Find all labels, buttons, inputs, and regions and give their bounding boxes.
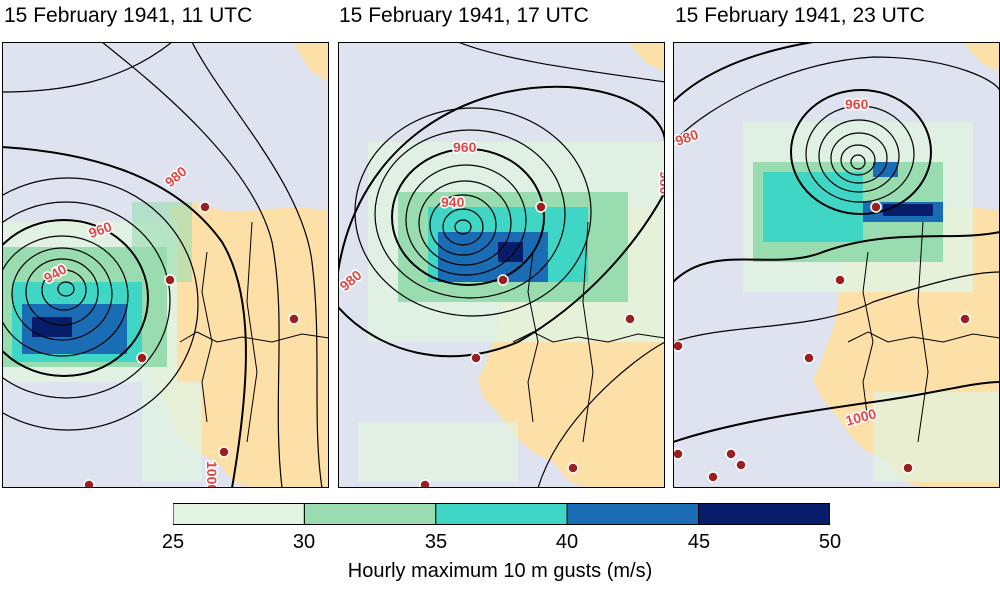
colorbar-tick: 25 xyxy=(161,531,185,553)
colorbar-segment xyxy=(566,503,700,525)
isobars xyxy=(338,42,665,488)
colorbar-tick: 40 xyxy=(555,531,579,553)
colorbar-tick: 50 xyxy=(818,531,842,553)
colorbar-tick: 35 xyxy=(424,531,448,553)
stations xyxy=(419,201,636,488)
borders xyxy=(847,221,1000,443)
map-panel-11utc: 980 960 940 1000 xyxy=(2,42,329,488)
colorbar-segment xyxy=(303,503,437,525)
isobar-label: 940 xyxy=(441,194,465,210)
stations xyxy=(673,201,971,483)
isobar-label: 960 xyxy=(453,139,477,155)
panel-title-11utc: 15 February 1941, 11 UTC xyxy=(4,4,253,27)
stations xyxy=(83,201,300,488)
isobar-label: 980 xyxy=(657,171,665,195)
borders xyxy=(179,221,329,443)
colorbar xyxy=(172,503,831,525)
isobar-label: 1000 xyxy=(204,461,220,488)
map-panel-23utc: 980 960 1000 xyxy=(673,42,1000,488)
isobars xyxy=(673,42,1000,443)
map-panel-17utc: 960 940 980 980 xyxy=(338,42,665,488)
isobars xyxy=(2,42,323,488)
isobar-label: 960 xyxy=(845,96,869,112)
colorbar-segment xyxy=(435,503,568,525)
panel-title-17utc: 15 February 1941, 17 UTC xyxy=(339,4,589,27)
colorbar-label: Hourly maximum 10 m gusts (m/s) xyxy=(347,560,653,582)
colorbar-tick: 30 xyxy=(292,531,316,553)
colorbar-segment xyxy=(698,503,831,525)
panel-title-23utc: 15 February 1941, 23 UTC xyxy=(675,4,925,27)
colorbar-tick: 45 xyxy=(687,531,711,553)
colorbar-segment xyxy=(172,503,305,525)
